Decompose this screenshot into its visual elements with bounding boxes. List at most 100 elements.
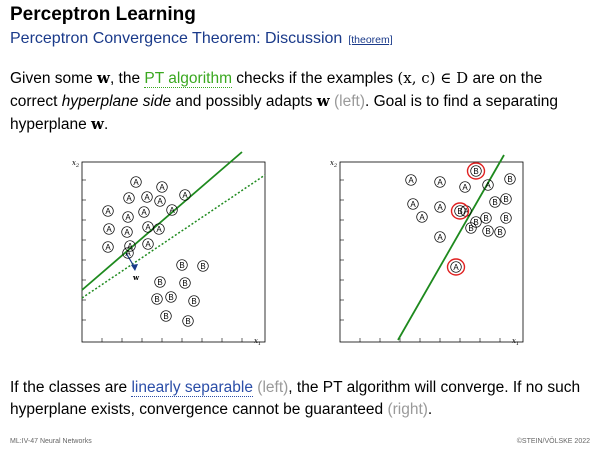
right-x1-label: x1 (512, 337, 519, 345)
svg-text:B: B (168, 293, 173, 302)
svg-text:B: B (191, 297, 196, 306)
left-plot-axes (81, 161, 266, 343)
class-a-point: A (407, 198, 419, 210)
left-ref-2: (left) (257, 379, 289, 396)
svg-text:A: A (437, 233, 443, 242)
class-a-point: A (103, 223, 115, 235)
svg-text:B: B (473, 218, 478, 227)
footer-right: ©STEIN/VÖLSKE 2022 (516, 438, 590, 445)
class-a-point: A (154, 195, 166, 207)
svg-text:A: A (106, 225, 112, 234)
class-a-point: A (482, 179, 494, 191)
class-a-point: A (416, 211, 428, 223)
svg-text:B: B (154, 295, 159, 304)
svg-text:B: B (468, 224, 473, 233)
left-x2-label: x2 (72, 159, 79, 169)
class-b-point: B (188, 295, 200, 307)
misclassified-point: A (446, 258, 466, 276)
svg-text:A: A (182, 191, 188, 200)
svg-text:A: A (125, 249, 131, 258)
right-x2-label: x2 (330, 159, 337, 169)
svg-text:B: B (457, 207, 462, 216)
class-a-point: A (434, 231, 446, 243)
linearly-separable-link[interactable]: linearly separable (131, 379, 253, 397)
class-a-point: A (130, 176, 142, 188)
class-a-point: A (142, 238, 154, 250)
misclassified-highlight (446, 258, 466, 276)
class-a-point: A (405, 174, 417, 186)
left-ref: (left) (334, 93, 365, 110)
svg-text:A: A (126, 194, 132, 203)
svg-text:A: A (462, 183, 468, 192)
svg-text:A: A (127, 242, 133, 251)
svg-text:A: A (125, 213, 131, 222)
class-a-point: A (434, 201, 446, 213)
class-a-point: A (179, 189, 191, 201)
svg-text:A: A (463, 207, 469, 216)
slide-subtitle: Perceptron Convergence Theorem: Discussi… (10, 30, 393, 48)
svg-text:B: B (200, 262, 205, 271)
svg-text:B: B (182, 279, 187, 288)
svg-text:A: A (156, 225, 162, 234)
svg-text:A: A (159, 183, 165, 192)
pt-algorithm-link[interactable]: PT algorithm (144, 70, 232, 88)
left-x1-label: x1 (254, 337, 261, 345)
conclusion-paragraph: If the classes are linearly separable (l… (10, 379, 581, 418)
class-a-point: A (153, 223, 165, 235)
svg-text:B: B (497, 228, 502, 237)
svg-text:B: B (503, 214, 508, 223)
class-a-point: A (138, 206, 150, 218)
weight-vector-arrow: w (125, 252, 140, 282)
svg-text:B: B (503, 195, 508, 204)
class-a-point: A (156, 181, 168, 193)
svg-text:B: B (492, 198, 497, 207)
svg-text:B: B (179, 261, 184, 270)
class-a-point: A (121, 226, 133, 238)
class-b-point: B (182, 315, 194, 327)
svg-text:A: A (133, 178, 139, 187)
class-a-point: A (124, 240, 136, 252)
class-b-point: B (482, 225, 494, 237)
class-b-point: B (151, 293, 163, 305)
svg-text:A: A (485, 181, 491, 190)
w-symbol: w (97, 69, 110, 87)
class-b-point: B (494, 226, 506, 238)
theorem-link[interactable]: [theorem] (348, 34, 393, 46)
svg-text:B: B (157, 278, 162, 287)
hyperplane-side-text: hyperplane side (61, 93, 172, 110)
slide-title: Perceptron Learning (10, 4, 196, 25)
svg-text:A: A (144, 193, 150, 202)
footer-left: ML:IV-47 Neural Networks (10, 438, 92, 445)
class-a-point: A (102, 241, 114, 253)
shifted-hyperplane-line (81, 174, 266, 299)
svg-text:A: A (408, 176, 414, 185)
misclassified-point: B (466, 162, 486, 180)
svg-text:A: A (105, 243, 111, 252)
class-b-point: B (500, 212, 512, 224)
class-b-point: B (160, 310, 172, 322)
misclassified-highlight (450, 202, 470, 220)
intro-paragraph: Given some w, the PT algorithm checks if… (10, 69, 559, 133)
svg-text:A: A (437, 178, 443, 187)
svg-text:A: A (169, 206, 175, 215)
svg-text:A: A (437, 203, 443, 212)
svg-text:A: A (124, 228, 130, 237)
svg-text:B: B (473, 167, 478, 176)
subtitle-text: Perceptron Convergence Theorem: Discussi… (10, 30, 343, 47)
examples-set-expr: (x, c) ∈ D (397, 69, 469, 87)
svg-text:B: B (483, 214, 488, 223)
svg-text:B: B (185, 317, 190, 326)
w-vector-label: w (132, 273, 140, 282)
svg-text:A: A (419, 213, 425, 222)
class-b-point: B (480, 212, 492, 224)
misclassified-highlight (466, 162, 486, 180)
class-b-point: B (154, 276, 166, 288)
svg-text:A: A (410, 200, 416, 209)
class-a-point: A (142, 221, 154, 233)
class-a-point: A (459, 181, 471, 193)
class-b-point: B (500, 193, 512, 205)
